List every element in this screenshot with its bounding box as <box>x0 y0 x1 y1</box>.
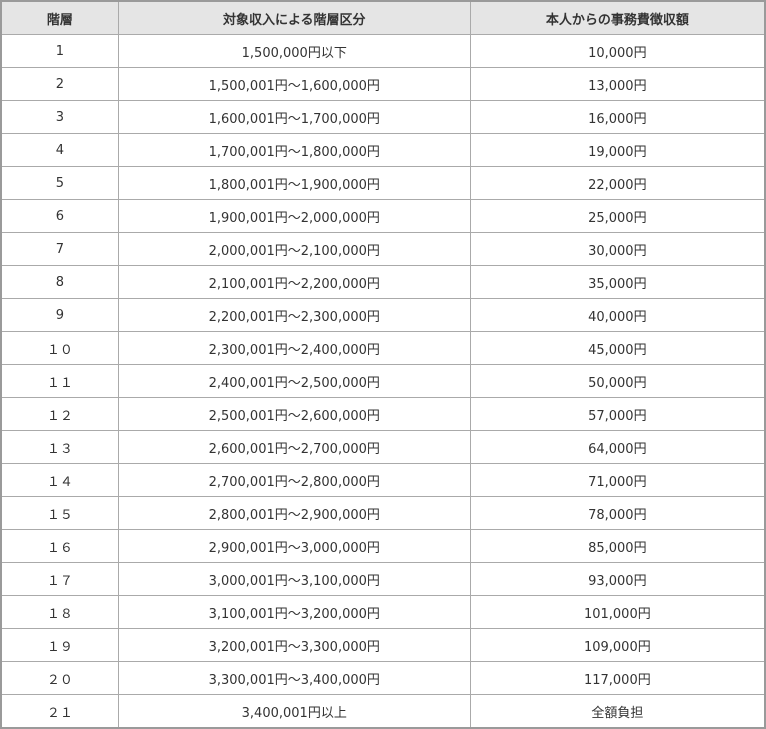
cell-tier: １５ <box>0 496 119 530</box>
cell-fee: 40,000円 <box>469 298 766 332</box>
cell-tier: 9 <box>0 298 119 332</box>
cell-fee: 13,000円 <box>469 67 766 101</box>
table-row: 3 1,600,001円～1,700,000円 16,000円 <box>0 100 766 134</box>
cell-fee: 64,000円 <box>469 430 766 464</box>
table-row: 6 1,900,001円～2,000,000円 25,000円 <box>0 199 766 233</box>
cell-fee: 30,000円 <box>469 232 766 266</box>
cell-tier: １１ <box>0 364 119 398</box>
cell-income-range: 1,900,001円～2,000,000円 <box>117 199 471 233</box>
cell-tier: １６ <box>0 529 119 563</box>
cell-tier: １９ <box>0 628 119 662</box>
cell-income-range: 2,500,001円～2,600,000円 <box>117 397 471 431</box>
cell-tier: 7 <box>0 232 119 266</box>
cell-fee: 全額負担 <box>469 694 766 729</box>
cell-tier: ２０ <box>0 661 119 695</box>
cell-fee: 25,000円 <box>469 199 766 233</box>
cell-tier: １７ <box>0 562 119 596</box>
cell-tier: 2 <box>0 67 119 101</box>
cell-tier: 6 <box>0 199 119 233</box>
cell-tier: １２ <box>0 397 119 431</box>
table-row: １７ 3,000,001円～3,100,000円 93,000円 <box>0 562 766 596</box>
cell-tier: ２１ <box>0 694 119 729</box>
header-tier: 階層 <box>0 0 119 35</box>
cell-income-range: 2,200,001円～2,300,000円 <box>117 298 471 332</box>
cell-income-range: 3,100,001円～3,200,000円 <box>117 595 471 629</box>
header-fee: 本人からの事務費徴収額 <box>469 0 766 35</box>
cell-tier: １０ <box>0 331 119 365</box>
table-row: １５ 2,800,001円～2,900,000円 78,000円 <box>0 496 766 530</box>
cell-fee: 16,000円 <box>469 100 766 134</box>
cell-income-range: 2,000,001円～2,100,000円 <box>117 232 471 266</box>
cell-tier: 3 <box>0 100 119 134</box>
cell-tier: 1 <box>0 34 119 68</box>
table-row: １４ 2,700,001円～2,800,000円 71,000円 <box>0 463 766 497</box>
cell-tier: 8 <box>0 265 119 299</box>
table-row: １９ 3,200,001円～3,300,000円 109,000円 <box>0 628 766 662</box>
cell-tier: １３ <box>0 430 119 464</box>
table-row: 8 2,100,001円～2,200,000円 35,000円 <box>0 265 766 299</box>
header-row: 階層 対象収入による階層区分 本人からの事務費徴収額 <box>0 0 766 35</box>
cell-income-range: 1,700,001円～1,800,000円 <box>117 133 471 167</box>
table-row: 9 2,200,001円～2,300,000円 40,000円 <box>0 298 766 332</box>
cell-income-range: 2,600,001円～2,700,000円 <box>117 430 471 464</box>
cell-fee: 50,000円 <box>469 364 766 398</box>
cell-income-range: 1,800,001円～1,900,000円 <box>117 166 471 200</box>
table-row: 7 2,000,001円～2,100,000円 30,000円 <box>0 232 766 266</box>
cell-income-range: 2,400,001円～2,500,000円 <box>117 364 471 398</box>
cell-income-range: 2,700,001円～2,800,000円 <box>117 463 471 497</box>
table-row: 4 1,700,001円～1,800,000円 19,000円 <box>0 133 766 167</box>
cell-fee: 78,000円 <box>469 496 766 530</box>
cell-income-range: 3,300,001円～3,400,000円 <box>117 661 471 695</box>
cell-income-range: 3,200,001円～3,300,000円 <box>117 628 471 662</box>
table-row: １０ 2,300,001円～2,400,000円 45,000円 <box>0 331 766 365</box>
cell-fee: 109,000円 <box>469 628 766 662</box>
cell-fee: 45,000円 <box>469 331 766 365</box>
cell-fee: 10,000円 <box>469 34 766 68</box>
cell-income-range: 2,900,001円～3,000,000円 <box>117 529 471 563</box>
cell-fee: 57,000円 <box>469 397 766 431</box>
cell-income-range: 1,600,001円～1,700,000円 <box>117 100 471 134</box>
cell-income-range: 2,100,001円～2,200,000円 <box>117 265 471 299</box>
cell-income-range: 3,000,001円～3,100,000円 <box>117 562 471 596</box>
cell-income-range: 2,800,001円～2,900,000円 <box>117 496 471 530</box>
table-row: 2 1,500,001円～1,600,000円 13,000円 <box>0 67 766 101</box>
cell-tier: １８ <box>0 595 119 629</box>
cell-fee: 101,000円 <box>469 595 766 629</box>
cell-fee: 93,000円 <box>469 562 766 596</box>
cell-fee: 19,000円 <box>469 133 766 167</box>
table-row: 5 1,800,001円～1,900,000円 22,000円 <box>0 166 766 200</box>
cell-income-range: 3,400,001円以上 <box>117 694 471 729</box>
cell-income-range: 2,300,001円～2,400,000円 <box>117 331 471 365</box>
table-row: １１ 2,400,001円～2,500,000円 50,000円 <box>0 364 766 398</box>
cell-income-range: 1,500,000円以下 <box>117 34 471 68</box>
cell-tier: 5 <box>0 166 119 200</box>
table-row: １６ 2,900,001円～3,000,000円 85,000円 <box>0 529 766 563</box>
table-row: ２０ 3,300,001円～3,400,000円 117,000円 <box>0 661 766 695</box>
table-row: １３ 2,600,001円～2,700,000円 64,000円 <box>0 430 766 464</box>
header-income-range: 対象収入による階層区分 <box>117 0 471 35</box>
table-row: 1 1,500,000円以下 10,000円 <box>0 34 766 68</box>
cell-fee: 35,000円 <box>469 265 766 299</box>
cell-income-range: 1,500,001円～1,600,000円 <box>117 67 471 101</box>
cell-fee: 85,000円 <box>469 529 766 563</box>
cell-tier: 4 <box>0 133 119 167</box>
table-row: １８ 3,100,001円～3,200,000円 101,000円 <box>0 595 766 629</box>
cell-fee: 22,000円 <box>469 166 766 200</box>
cell-fee: 71,000円 <box>469 463 766 497</box>
cell-tier: １４ <box>0 463 119 497</box>
table-row: ２１ 3,400,001円以上 全額負担 <box>0 694 766 729</box>
cell-fee: 117,000円 <box>469 661 766 695</box>
table-row: １２ 2,500,001円～2,600,000円 57,000円 <box>0 397 766 431</box>
